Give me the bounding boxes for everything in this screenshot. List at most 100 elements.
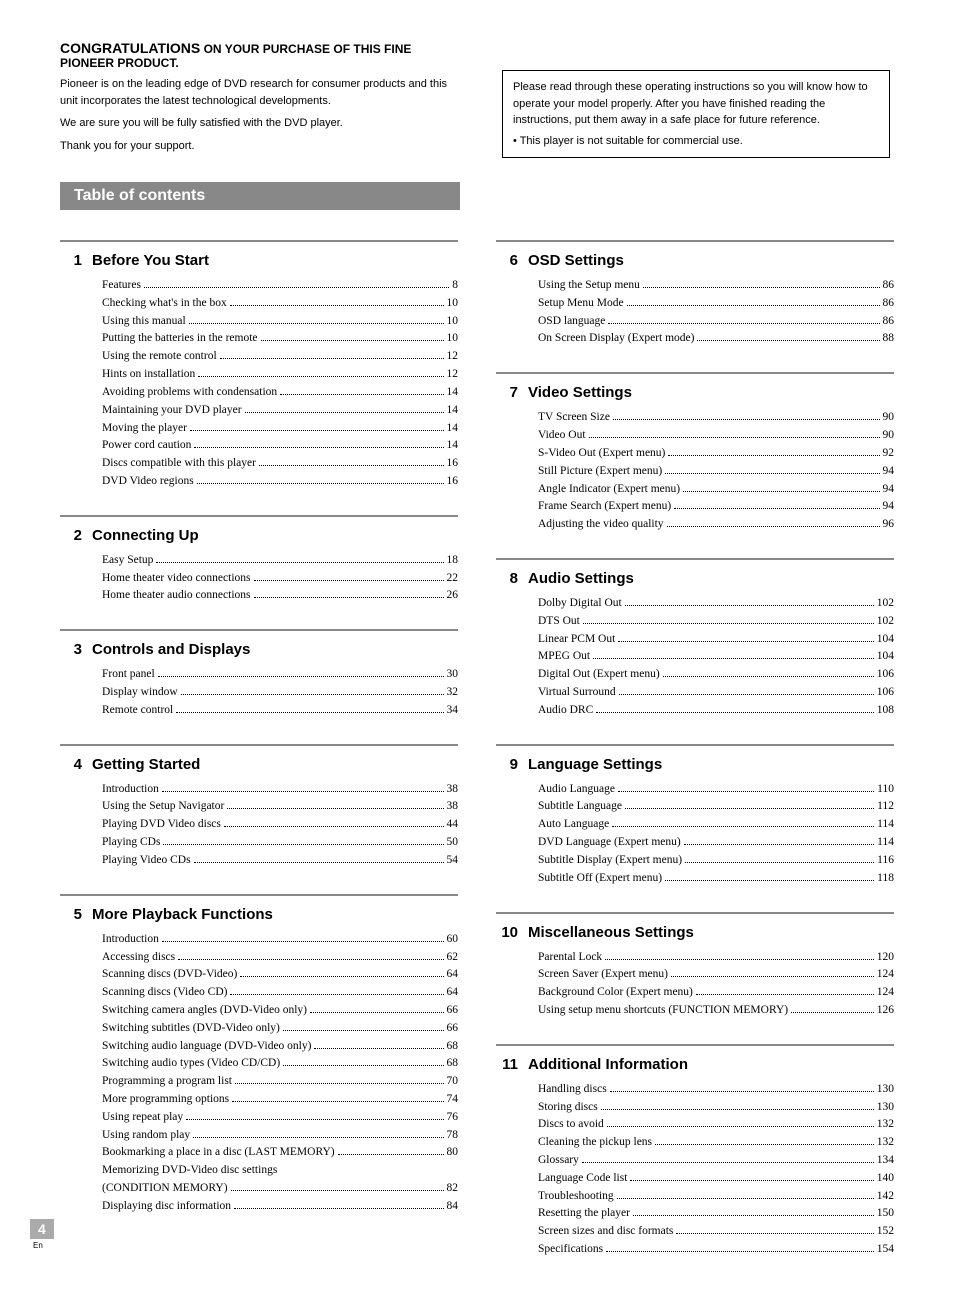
toc-leader-dots xyxy=(194,447,443,448)
toc-page-number: 114 xyxy=(877,816,894,834)
toc-leader-dots xyxy=(254,597,444,598)
toc-page-number: 14 xyxy=(447,402,459,420)
toc-page-number: 86 xyxy=(883,313,895,331)
section-title: More Playback Functions xyxy=(92,906,273,923)
toc-label: Using repeat play xyxy=(102,1109,183,1127)
toc-leader-dots xyxy=(194,862,444,863)
section-number: 8 xyxy=(496,570,518,587)
toc-label: Playing DVD Video discs xyxy=(102,816,221,834)
toc-leader-dots xyxy=(283,1030,444,1031)
toc-items: Introduction60Accessing discs62Scanning … xyxy=(102,931,458,1216)
toc-page-number: 94 xyxy=(883,498,895,516)
toc-label: Setup Menu Mode xyxy=(538,295,624,313)
toc-label: Cleaning the pickup lens xyxy=(538,1134,652,1152)
toc-section: 8 Audio Settings Dolby Digital Out102DTS O… xyxy=(496,558,894,720)
toc-leader-dots xyxy=(671,976,874,977)
toc-items: Audio Language110Subtitle Language112Aut… xyxy=(538,781,894,888)
section-number: 2 xyxy=(60,527,82,544)
section-number: 4 xyxy=(60,756,82,773)
toc-entry: Using random play78 xyxy=(102,1127,458,1145)
toc-page-number: 108 xyxy=(877,702,894,720)
toc-label: Checking what's in the box xyxy=(102,295,227,313)
toc-entry: Power cord caution14 xyxy=(102,437,458,455)
toc-leader-dots xyxy=(596,712,873,713)
section-rule xyxy=(60,240,458,242)
toc-section: 6OSD SettingsUsing the Setup menu86Setup… xyxy=(496,240,894,348)
toc-entry: Using the Setup menu86 xyxy=(538,277,894,295)
toc-label: Scanning discs (Video CD) xyxy=(102,984,227,1002)
toc-entry: Checking what's in the box10 xyxy=(102,295,458,313)
toc-entry: Playing Video CDs54 xyxy=(102,852,458,870)
toc-page-number: 16 xyxy=(447,473,459,491)
toc-entry: Moving the player14 xyxy=(102,420,458,438)
section-rule xyxy=(496,1044,894,1046)
toc-label: Using the remote control xyxy=(102,348,217,366)
toc-leader-dots xyxy=(625,808,874,809)
toc-page-number: 66 xyxy=(447,1002,459,1020)
toc-leader-dots xyxy=(665,880,874,881)
toc-page-number: 68 xyxy=(447,1055,459,1073)
toc-entry: Screen Saver (Expert menu)124 xyxy=(538,966,894,984)
section-title-row: 8 Audio Settings xyxy=(496,570,894,587)
toc-entry: Angle Indicator (Expert menu)94 xyxy=(538,481,894,499)
toc-page-number: 114 xyxy=(877,834,894,852)
toc-entry: Home theater audio connections26 xyxy=(102,587,458,605)
toc-page-number: 88 xyxy=(883,330,895,348)
toc-entry: Subtitle Language112 xyxy=(538,798,894,816)
toc-label: Displaying disc information xyxy=(102,1198,231,1216)
toc-page-number: 130 xyxy=(877,1099,894,1117)
toc-entry: Troubleshooting142 xyxy=(538,1188,894,1206)
intro-para-1: Pioneer is on the leading edge of DVD re… xyxy=(60,76,460,109)
toc-leader-dots xyxy=(618,791,874,792)
toc-page-number: 116 xyxy=(877,852,894,870)
toc-page-number: 10 xyxy=(447,330,459,348)
toc-leader-dots xyxy=(156,562,443,563)
toc-leader-dots xyxy=(605,959,874,960)
toc-entry: Programming a program list70 xyxy=(102,1073,458,1091)
toc-items: Features8Checking what's in the box10Usi… xyxy=(102,277,458,491)
toc-entry: Hints on installation12 xyxy=(102,366,458,384)
toc-page-number: 124 xyxy=(877,966,894,984)
toc-label: Video Out xyxy=(538,427,586,445)
toc-entry: Using setup menu shortcuts (FUNCTION MEM… xyxy=(538,1002,894,1020)
section-rule xyxy=(60,744,458,746)
toc-leader-dots xyxy=(234,1208,443,1209)
toc-label: DTS Out xyxy=(538,613,580,631)
toc-leader-dots xyxy=(617,1198,874,1199)
toc-leader-dots xyxy=(685,862,874,863)
toc-label: Introduction xyxy=(102,931,159,949)
toc-label: S-Video Out (Expert menu) xyxy=(538,445,665,463)
toc-entry: DTS Out102 xyxy=(538,613,894,631)
toc-entry: S-Video Out (Expert menu)92 xyxy=(538,445,894,463)
toc-entry: Accessing discs62 xyxy=(102,949,458,967)
page-lang: En xyxy=(33,1241,54,1250)
toc-entry: Front panel30 xyxy=(102,666,458,684)
toc-page-number: 104 xyxy=(877,631,894,649)
toc-label: Virtual Surround xyxy=(538,684,616,702)
toc-section: 7Video SettingsTV Screen Size90Video Out… xyxy=(496,372,894,534)
toc-entry: Audio DRC108 xyxy=(538,702,894,720)
toc-leader-dots xyxy=(314,1048,443,1049)
toc-label: Still Picture (Expert menu) xyxy=(538,463,662,481)
toc-page-number: 124 xyxy=(877,984,894,1002)
toc-right-column: 6OSD SettingsUsing the Setup menu86Setup… xyxy=(496,240,894,1283)
toc-leader-dots xyxy=(613,419,880,420)
toc-label: Dolby Digital Out xyxy=(538,595,622,613)
section-title-row: 1Before You Start xyxy=(60,252,458,269)
congrats-word: CONGRATULATIONS xyxy=(60,40,200,56)
toc-leader-dots xyxy=(227,808,443,809)
toc-label: Using the Setup menu xyxy=(538,277,640,295)
toc-label: Subtitle Off (Expert menu) xyxy=(538,870,662,888)
toc-leader-dots xyxy=(583,623,874,624)
intro-block: CONGRATULATIONS ON YOUR PURCHASE OF THIS… xyxy=(60,40,460,154)
toc-leader-dots xyxy=(230,305,444,306)
toc-entry: Dolby Digital Out102 xyxy=(538,595,894,613)
toc-page-number: 112 xyxy=(877,798,894,816)
toc-label: Specifications xyxy=(538,1241,603,1259)
section-title: Audio Settings xyxy=(528,570,634,587)
toc-label: Angle Indicator (Expert menu) xyxy=(538,481,680,499)
toc-entry: TV Screen Size90 xyxy=(538,409,894,427)
toc-label: Auto Language xyxy=(538,816,609,834)
toc-entry: Home theater video connections22 xyxy=(102,570,458,588)
toc-page-number: 70 xyxy=(447,1073,459,1091)
